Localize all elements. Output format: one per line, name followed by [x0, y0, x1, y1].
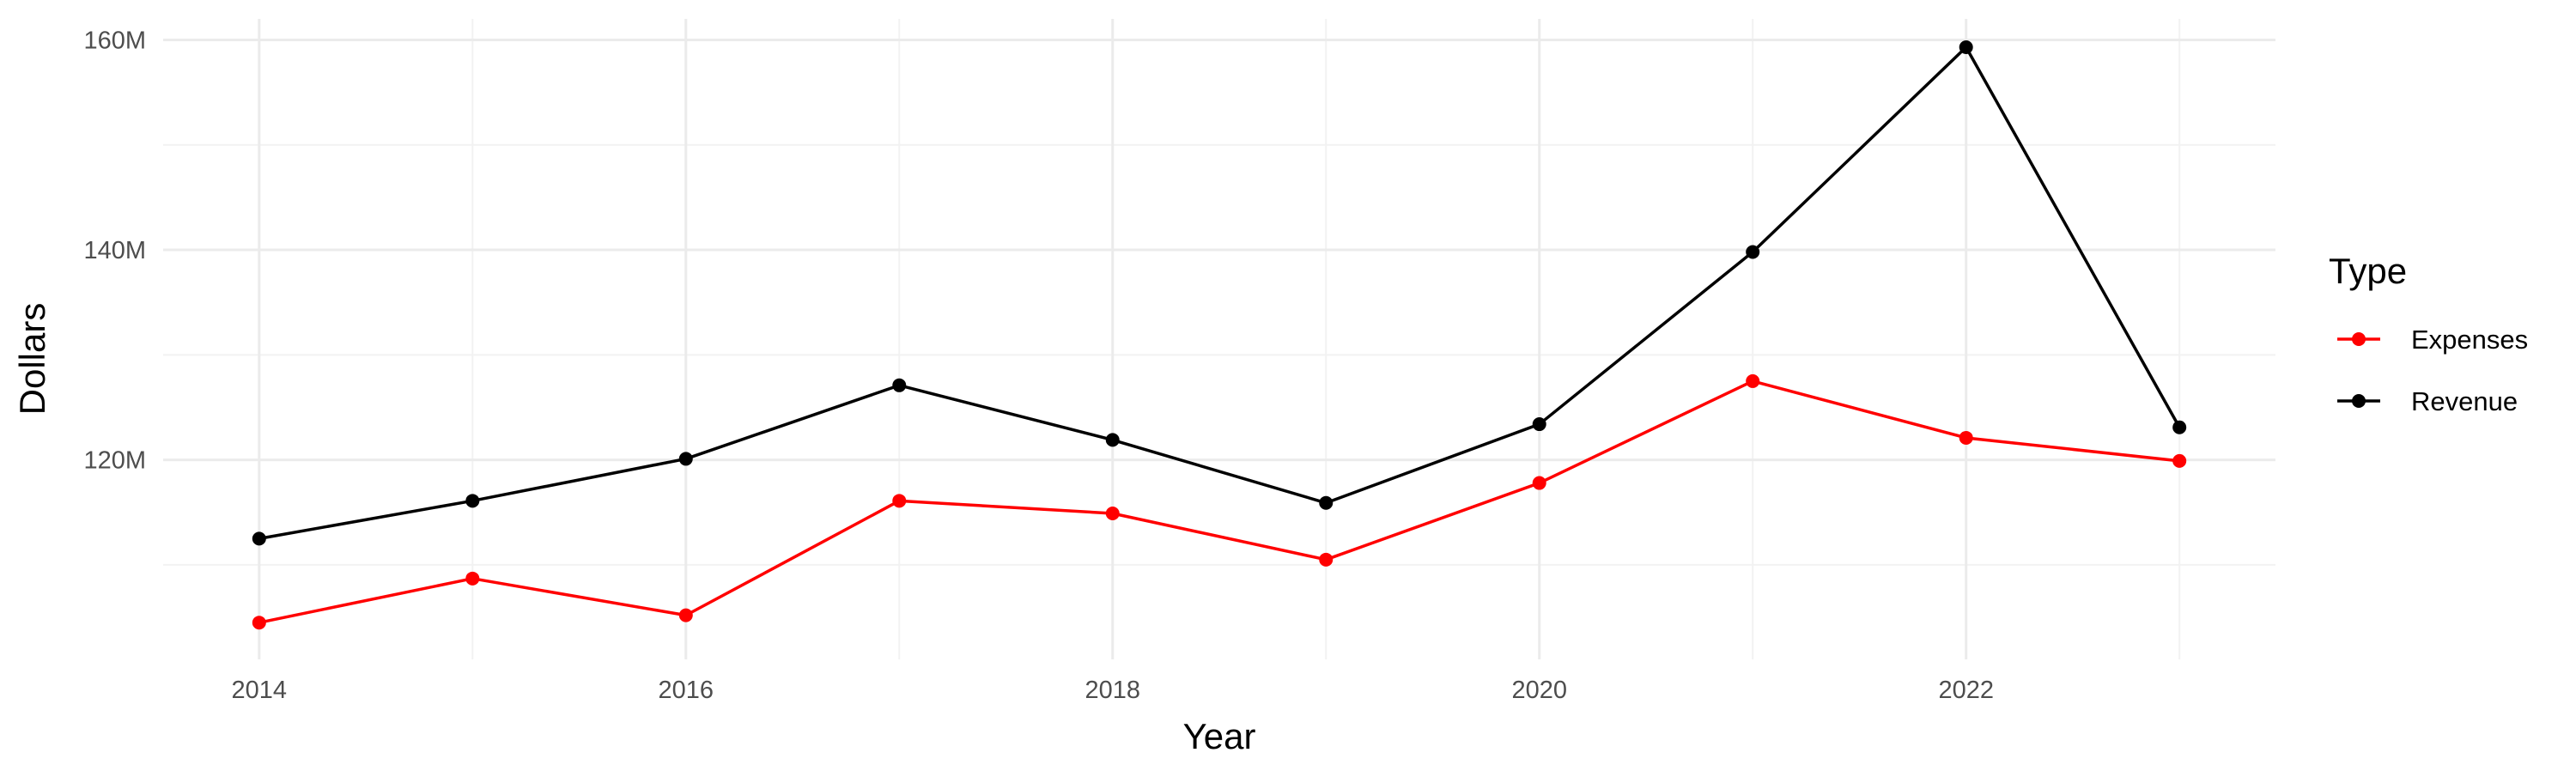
series-layer	[258, 46, 2181, 624]
legend-label: Expenses	[2411, 325, 2528, 355]
expenses-point	[1532, 476, 1546, 490]
x-tick-label: 2014	[232, 677, 288, 704]
revenue-point	[252, 531, 266, 546]
expenses-point	[678, 608, 693, 622]
legend: Type Expenses Revenue	[2329, 251, 2528, 416]
revenue-line	[258, 46, 2181, 541]
revenue-point	[678, 452, 693, 466]
grid	[163, 19, 2275, 659]
revenue-point	[1105, 433, 1120, 447]
points-layer	[252, 40, 2187, 630]
expenses-point	[465, 571, 480, 586]
revenue-point	[465, 494, 480, 508]
x-axis-title: Year	[1183, 716, 1256, 756]
legend-title: Type	[2329, 251, 2407, 291]
legend-item-revenue: Revenue	[2337, 386, 2518, 416]
revenue-point	[1959, 40, 1973, 55]
legend-items: Expenses Revenue	[2337, 325, 2528, 416]
expenses-line	[258, 379, 2180, 624]
x-tick-label: 2020	[1511, 677, 1567, 704]
legend-key-point	[2352, 394, 2366, 408]
legend-key-point	[2352, 332, 2366, 346]
y-tick-label: 120M	[83, 447, 146, 475]
revenue-point	[1746, 245, 1760, 259]
expenses-point	[892, 494, 907, 508]
expenses-point	[2172, 453, 2187, 468]
y-axis-title: Dollars	[12, 303, 52, 416]
x-axis-ticks: 2014 2016 2018 2020 2022	[232, 677, 1994, 704]
x-tick-label: 2018	[1084, 677, 1140, 704]
expenses-point	[1746, 373, 1760, 388]
x-tick-label: 2022	[1938, 677, 1994, 704]
expenses-point	[1959, 430, 1973, 445]
revenue-point	[1319, 495, 1334, 510]
revenue-point	[892, 378, 907, 392]
legend-item-expenses: Expenses	[2337, 325, 2528, 355]
legend-label: Revenue	[2411, 386, 2518, 416]
x-tick-label: 2016	[659, 677, 714, 704]
revenue-point	[2172, 420, 2187, 434]
expenses-point	[252, 616, 266, 630]
y-axis-ticks: 120M 140M 160M	[83, 27, 146, 474]
expenses-point	[1105, 507, 1120, 521]
expenses-point	[1319, 552, 1334, 567]
revenue-point	[1532, 417, 1546, 432]
y-tick-label: 160M	[83, 27, 146, 54]
y-tick-label: 140M	[83, 237, 146, 264]
